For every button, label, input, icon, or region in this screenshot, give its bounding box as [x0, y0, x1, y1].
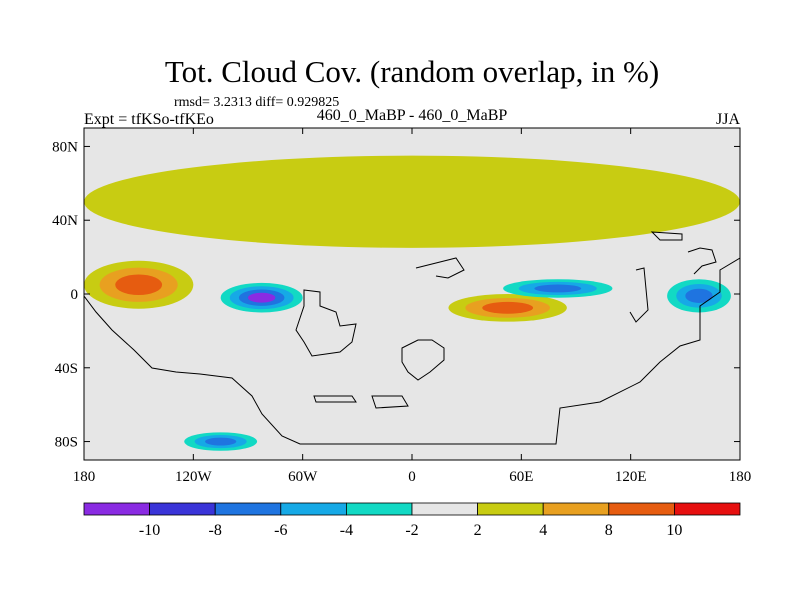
x-tick-label: 180 [729, 469, 752, 485]
chart-title: Tot. Cloud Cov. (random overlap, in %) [165, 54, 659, 89]
coastline-small-south [313, 395, 409, 409]
y-axis: 80N 40N 0 40S 80S [52, 139, 740, 451]
coastline-south [84, 257, 740, 445]
center-label: 460_0_MaBP - 460_0_MaBP [317, 107, 508, 124]
coastline-asia-east [629, 267, 649, 323]
colorbar-swatch [411, 502, 478, 516]
x-axis: 180 120W 60W 0 60E 120E 180 [73, 128, 752, 485]
colorbar-label: 4 [539, 522, 547, 539]
coastline-africa [401, 339, 445, 381]
y-tick-label: 80N [52, 139, 78, 155]
colorbar-label: 8 [605, 522, 613, 539]
anomaly-contour-2-4 [247, 292, 276, 303]
anomaly-contour-4-3 [534, 284, 582, 293]
y-tick-label: 40N [52, 213, 78, 229]
coastline-americas [295, 289, 357, 357]
stats-subtitle: rmsd= 3.2313 diff= 0.929825 [174, 95, 339, 110]
coastline-arctic [650, 231, 683, 241]
anomaly-contour-3-3 [482, 301, 534, 314]
colorbar-swatch [542, 502, 610, 516]
anomaly-contour-7-1 [84, 155, 740, 248]
colorbar-swatch [280, 502, 347, 516]
coastlines [84, 231, 740, 445]
colorbar-swatch [83, 502, 150, 516]
colorbar-swatch [345, 502, 413, 516]
x-tick-label: 60E [509, 469, 533, 485]
y-tick-label: 0 [71, 287, 79, 303]
anomaly-contour-5-3 [685, 288, 713, 303]
colorbar-label: -6 [274, 522, 287, 539]
map-area [83, 127, 741, 461]
experiment-label: Expt = tfKSo-tfKEo [84, 111, 214, 128]
colorbar-label: -10 [139, 522, 160, 539]
colorbar-label: -8 [209, 522, 222, 539]
cloud-anomaly-fields [84, 155, 740, 451]
anomaly-contour-1-3 [115, 274, 163, 296]
colorbar: -10 -8 -6 -4 -2 2 4 8 10 [83, 502, 741, 539]
x-tick-label: 180 [73, 469, 96, 485]
anomaly-contour-6-3 [205, 437, 237, 446]
colorbar-swatch [674, 502, 741, 516]
x-tick-label: 60W [288, 469, 318, 485]
x-tick-label: 120W [175, 469, 213, 485]
y-tick-label: 40S [55, 361, 78, 377]
colorbar-label: -4 [340, 522, 353, 539]
coastline-islands [687, 247, 717, 275]
colorbar-swatch [214, 502, 282, 516]
colorbar-label: 10 [666, 522, 682, 539]
colorbar-label: -2 [405, 522, 418, 539]
colorbar-swatch [608, 502, 675, 516]
y-tick-label: 80S [55, 435, 78, 451]
season-label: JJA [716, 111, 740, 128]
x-tick-label: 0 [408, 469, 416, 485]
coastline-eurasia [415, 257, 465, 279]
x-tick-label: 120E [615, 469, 647, 485]
colorbar-label: 2 [474, 522, 482, 539]
colorbar-swatch [477, 502, 544, 516]
colorbar-swatch [149, 502, 216, 516]
